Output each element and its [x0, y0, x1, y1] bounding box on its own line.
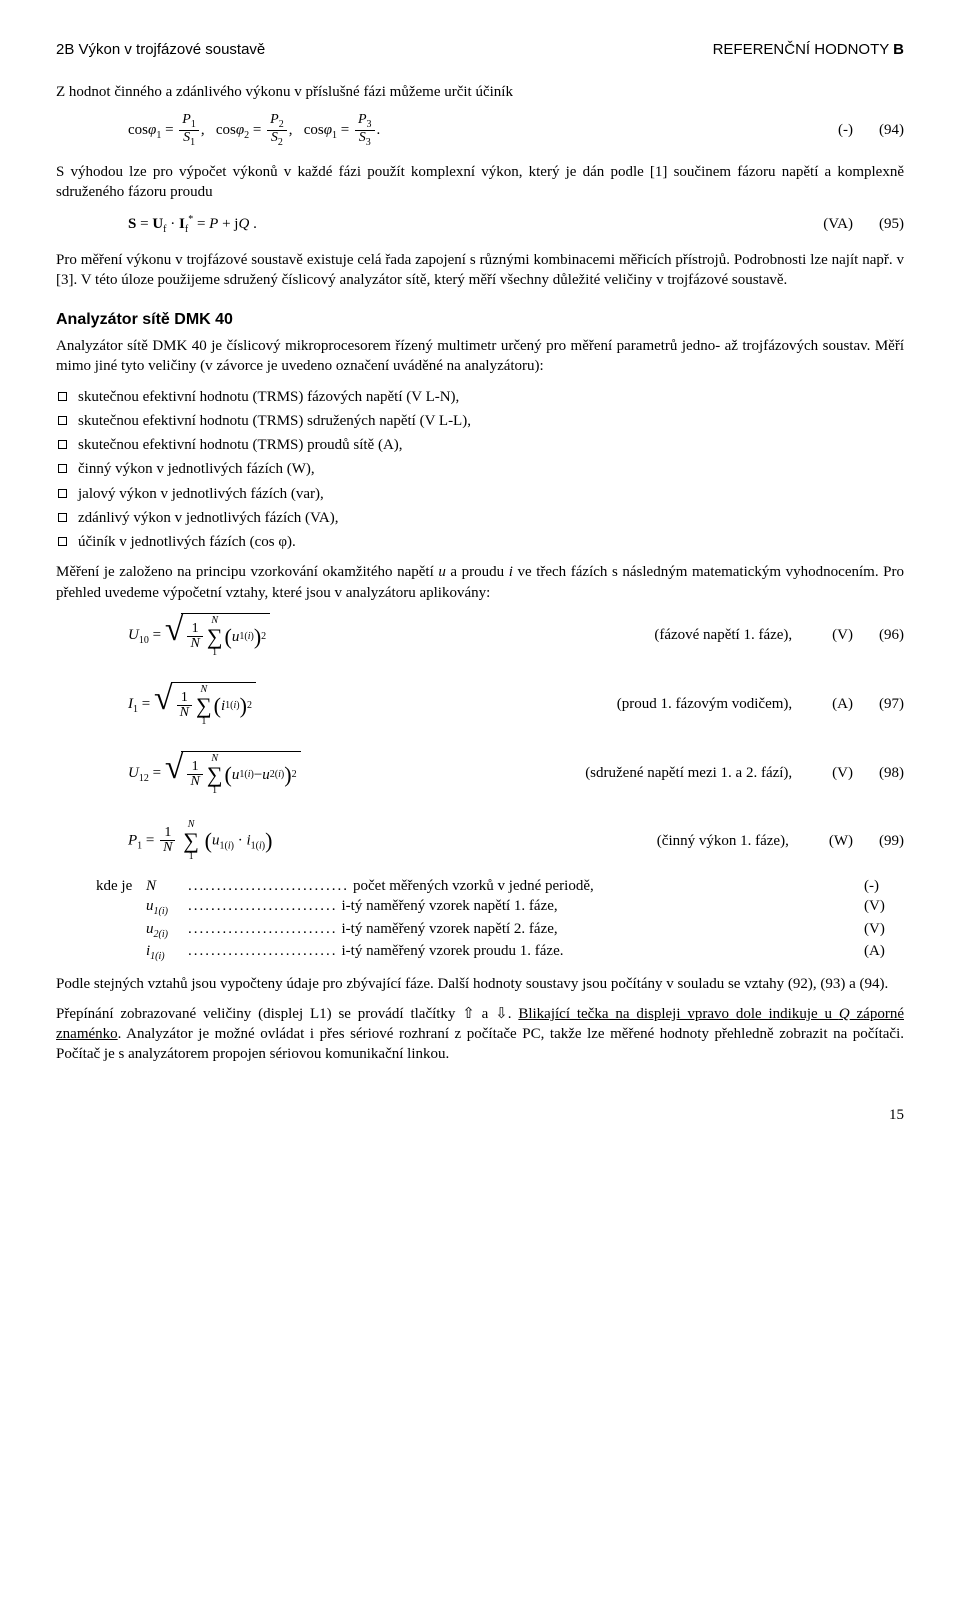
equation-95-formula: S = Uf · If* = P + jQ .: [128, 213, 257, 237]
equation-98-formula: U12 = √ 1N N∑1 (u1(i) − u2(i))2: [128, 751, 301, 796]
where-desc: počet měřených vzorků v jedné periodě,: [353, 876, 864, 896]
equation-98-number: (98): [879, 763, 904, 783]
equation-97-formula: I1 = √ 1N N∑1 (i1(i))2: [128, 682, 256, 727]
equation-94: cosφ1 = P1S1, cosφ2 = P2S2, cosφ1 = P3S3…: [56, 113, 904, 149]
where-unit: (A): [864, 941, 904, 964]
paragraph-last: Přepínání zobrazované veličiny (displej …: [56, 1004, 904, 1065]
equation-98-unit: (V): [832, 763, 879, 783]
where-unit: (V): [864, 896, 904, 919]
equation-95-number: (95): [879, 214, 904, 234]
header-right-plain: REFERENČNÍ HODNOTY: [713, 41, 894, 58]
equation-99: P1 = 1N N∑1 (u1(i) · i1(i)) (činný výkon…: [56, 820, 904, 862]
equation-94-unit: (-): [838, 120, 879, 140]
equation-97-unit: (A): [832, 694, 879, 714]
equation-97-desc: (proud 1. fázovým vodičem),: [617, 694, 832, 714]
equation-96-desc: (fázové napětí 1. fáze),: [654, 625, 832, 645]
equation-96-number: (96): [879, 625, 904, 645]
equation-99-formula: P1 = 1N N∑1 (u1(i) · i1(i)): [128, 820, 272, 862]
paragraph-95a: S výhodou lze pro výpočet výkonů v každé…: [56, 162, 904, 203]
equation-98-desc: (sdružené napětí mezi 1. a 2. fází),: [585, 763, 832, 783]
list-item: skutečnou efektivní hodnotu (TRMS) fázov…: [56, 387, 904, 407]
paragraph-after-where: Podle stejných vztahů jsou vypočteny úda…: [56, 974, 904, 994]
list-item: zdánlivý výkon v jednotlivých fázích (VA…: [56, 508, 904, 528]
where-unit: (-): [864, 876, 904, 896]
equation-97-number: (97): [879, 694, 904, 714]
equation-97: I1 = √ 1N N∑1 (i1(i))2 (proud 1. fázovým…: [56, 682, 904, 727]
where-definitions: kde je N ............................ po…: [96, 876, 904, 964]
equation-99-number: (99): [879, 831, 904, 851]
list-item: jalový výkon v jednotlivých fázích (var)…: [56, 484, 904, 504]
where-lead: kde je: [96, 876, 146, 896]
paragraph-dmk1: Analyzátor sítě DMK 40 je číslicový mikr…: [56, 336, 904, 377]
list-item: činný výkon v jednotlivých fázích (W),: [56, 459, 904, 479]
list-item: skutečnou efektivní hodnotu (TRMS) proud…: [56, 435, 904, 455]
where-desc: i-tý naměřený vzorek napětí 1. fáze,: [342, 896, 865, 919]
equation-94-number: (94): [879, 120, 904, 140]
equation-99-desc: (činný výkon 1. fáze),: [657, 831, 829, 851]
list-item: skutečnou efektivní hodnotu (TRMS) sdruž…: [56, 411, 904, 431]
equation-94-formula: cosφ1 = P1S1, cosφ2 = P2S2, cosφ1 = P3S3…: [128, 113, 380, 149]
where-sym: u1(i): [146, 896, 184, 919]
intro-paragraph: Z hodnot činného a zdánlivého výkonu v p…: [56, 82, 904, 102]
paragraph-95b: Pro měření výkonu v trojfázové soustavě …: [56, 250, 904, 291]
header-right-bold: B: [893, 41, 904, 58]
where-unit: (V): [864, 919, 904, 942]
where-desc: i-tý naměřený vzorek napětí 2. fáze,: [342, 919, 865, 942]
equation-96-formula: U10 = √ 1N N∑1 (u1(i))2: [128, 613, 270, 658]
equation-95: S = Uf · If* = P + jQ . (VA) (95): [56, 213, 904, 237]
list-item: účiník v jednotlivých fázích (cos φ).: [56, 532, 904, 552]
equation-96-unit: (V): [832, 625, 879, 645]
where-desc: i-tý naměřený vzorek proudu 1. fáze.: [342, 941, 865, 964]
equation-99-unit: (W): [829, 831, 879, 851]
section-heading-dmk40: Analyzátor sítě DMK 40: [56, 309, 904, 331]
equation-96: U10 = √ 1N N∑1 (u1(i))2 (fázové napětí 1…: [56, 613, 904, 658]
header-right: REFERENČNÍ HODNOTY B: [713, 40, 904, 60]
equation-98: U12 = √ 1N N∑1 (u1(i) − u2(i))2 (sdružen…: [56, 751, 904, 796]
where-sym: i1(i): [146, 941, 184, 964]
header-left: 2B Výkon v trojfázové soustavě: [56, 40, 265, 60]
measured-quantities-list: skutečnou efektivní hodnotu (TRMS) fázov…: [56, 387, 904, 553]
page-number: 15: [56, 1105, 904, 1125]
where-sym: N: [146, 876, 184, 896]
where-sym: u2(i): [146, 919, 184, 942]
page-header: 2B Výkon v trojfázové soustavě REFERENČN…: [56, 40, 904, 60]
equation-95-unit: (VA): [823, 214, 879, 234]
paragraph-dmk2: Měření je založeno na principu vzorkován…: [56, 562, 904, 603]
